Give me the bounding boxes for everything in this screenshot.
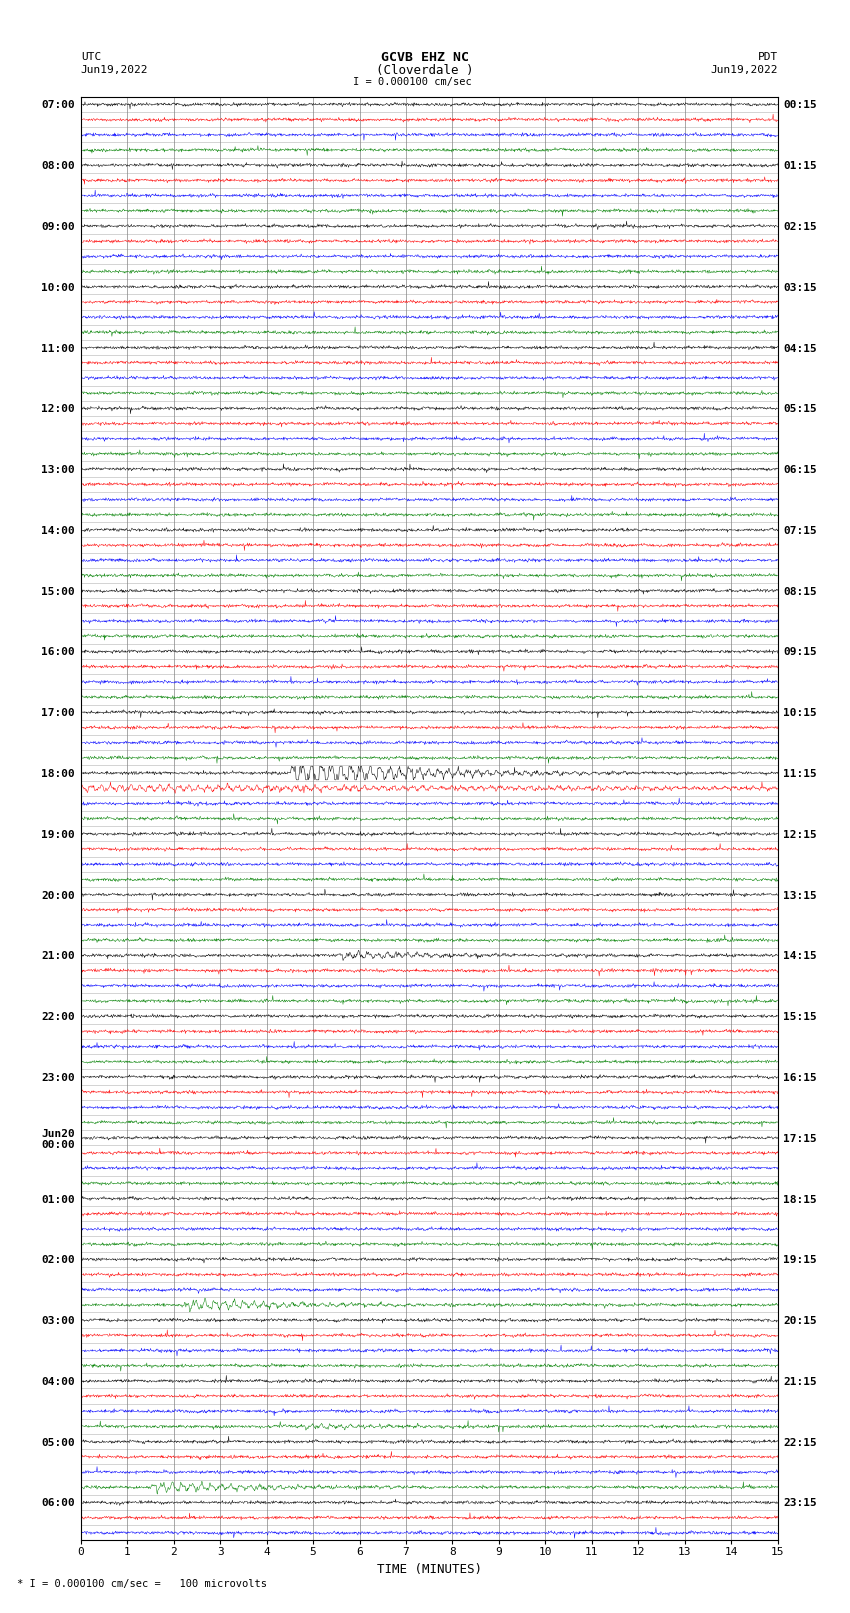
Text: Jun19,2022: Jun19,2022 bbox=[711, 65, 778, 76]
Text: UTC: UTC bbox=[81, 52, 101, 63]
Text: PDT: PDT bbox=[757, 52, 778, 63]
Text: I = 0.000100 cm/sec: I = 0.000100 cm/sec bbox=[353, 77, 472, 87]
Text: * I = 0.000100 cm/sec =   100 microvolts: * I = 0.000100 cm/sec = 100 microvolts bbox=[17, 1579, 267, 1589]
Text: (Cloverdale ): (Cloverdale ) bbox=[377, 63, 473, 77]
Text: GCVB EHZ NC: GCVB EHZ NC bbox=[381, 50, 469, 65]
Text: Jun19,2022: Jun19,2022 bbox=[81, 65, 148, 76]
X-axis label: TIME (MINUTES): TIME (MINUTES) bbox=[377, 1563, 482, 1576]
